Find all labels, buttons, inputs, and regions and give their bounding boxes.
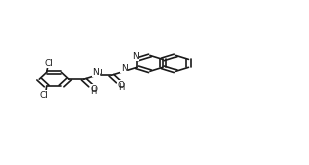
Text: H: H: [91, 87, 97, 96]
Text: Cl: Cl: [39, 91, 48, 100]
Text: O: O: [90, 84, 97, 94]
Text: N: N: [132, 52, 139, 61]
Text: H: H: [118, 83, 125, 92]
Text: N: N: [121, 64, 128, 73]
Text: N: N: [93, 68, 99, 77]
Text: N: N: [95, 69, 101, 78]
Text: Cl: Cl: [45, 59, 53, 68]
Text: O: O: [118, 81, 125, 90]
